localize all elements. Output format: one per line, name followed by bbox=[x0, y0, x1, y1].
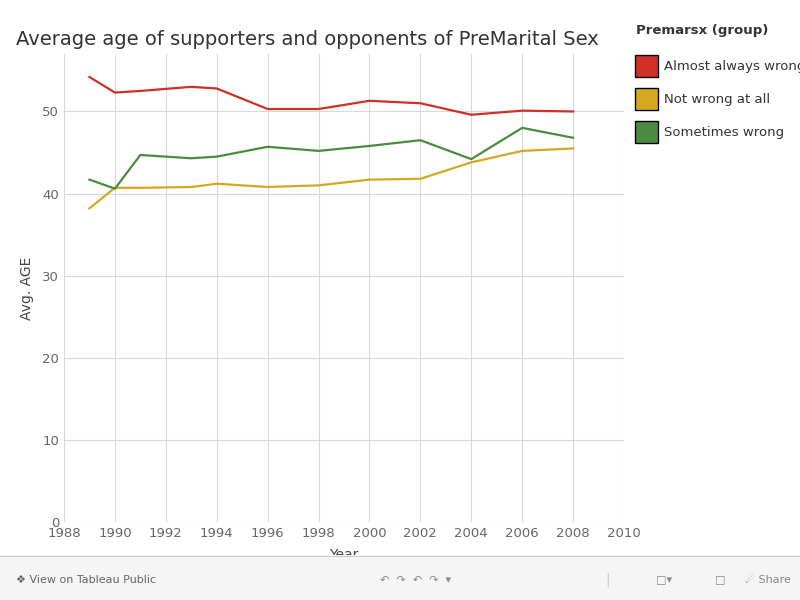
Line: Almost always wrong...: Almost always wrong... bbox=[90, 77, 573, 115]
Not wrong at all bbox=[314, 182, 323, 189]
Not wrong at all bbox=[186, 184, 196, 191]
Text: ☄ Share: ☄ Share bbox=[745, 575, 791, 585]
Almost always wrong... bbox=[314, 106, 323, 113]
Text: Average age of supporters and opponents of PreMarital Sex: Average age of supporters and opponents … bbox=[16, 30, 598, 49]
Almost always wrong... bbox=[135, 88, 145, 95]
Text: Premarsx (group): Premarsx (group) bbox=[636, 24, 768, 37]
Not wrong at all bbox=[263, 184, 273, 191]
Almost always wrong... bbox=[365, 97, 374, 104]
Not wrong at all bbox=[135, 184, 145, 191]
Almost always wrong... bbox=[263, 106, 273, 113]
Text: Almost always wrong...: Almost always wrong... bbox=[664, 59, 800, 73]
Almost always wrong... bbox=[186, 83, 196, 91]
Not wrong at all bbox=[568, 145, 578, 152]
Not wrong at all bbox=[110, 184, 120, 191]
Almost always wrong... bbox=[518, 107, 527, 114]
Almost always wrong... bbox=[212, 85, 222, 92]
Text: ↶  ↷  ↶  ↷  ▾: ↶ ↷ ↶ ↷ ▾ bbox=[381, 575, 451, 585]
Sometimes wrong bbox=[518, 124, 527, 131]
Sometimes wrong bbox=[415, 137, 425, 144]
Line: Not wrong at all: Not wrong at all bbox=[90, 148, 573, 208]
Text: Sometimes wrong: Sometimes wrong bbox=[664, 125, 784, 139]
Not wrong at all bbox=[466, 159, 476, 166]
Sometimes wrong bbox=[135, 151, 145, 158]
Sometimes wrong bbox=[365, 142, 374, 149]
Text: □: □ bbox=[714, 575, 726, 585]
Not wrong at all bbox=[518, 147, 527, 154]
Not wrong at all bbox=[85, 205, 94, 212]
Sometimes wrong bbox=[186, 155, 196, 162]
Almost always wrong... bbox=[415, 100, 425, 107]
Sometimes wrong bbox=[263, 143, 273, 151]
Text: □▾: □▾ bbox=[656, 575, 672, 585]
X-axis label: Year: Year bbox=[330, 548, 358, 562]
Almost always wrong... bbox=[110, 89, 120, 96]
Not wrong at all bbox=[365, 176, 374, 183]
Almost always wrong... bbox=[85, 73, 94, 80]
Sometimes wrong bbox=[466, 155, 476, 163]
Y-axis label: Avg. AGE: Avg. AGE bbox=[20, 256, 34, 320]
Almost always wrong... bbox=[568, 108, 578, 115]
Text: Not wrong at all: Not wrong at all bbox=[664, 92, 770, 106]
Sometimes wrong bbox=[85, 176, 94, 183]
Almost always wrong... bbox=[466, 111, 476, 118]
Sometimes wrong bbox=[314, 147, 323, 154]
Sometimes wrong bbox=[212, 153, 222, 160]
Not wrong at all bbox=[212, 180, 222, 187]
Sometimes wrong bbox=[110, 185, 120, 192]
Sometimes wrong bbox=[568, 134, 578, 142]
Line: Sometimes wrong: Sometimes wrong bbox=[90, 128, 573, 188]
Not wrong at all bbox=[415, 175, 425, 182]
Text: ❖ View on Tableau Public: ❖ View on Tableau Public bbox=[16, 575, 156, 585]
Text: |: | bbox=[606, 572, 610, 587]
